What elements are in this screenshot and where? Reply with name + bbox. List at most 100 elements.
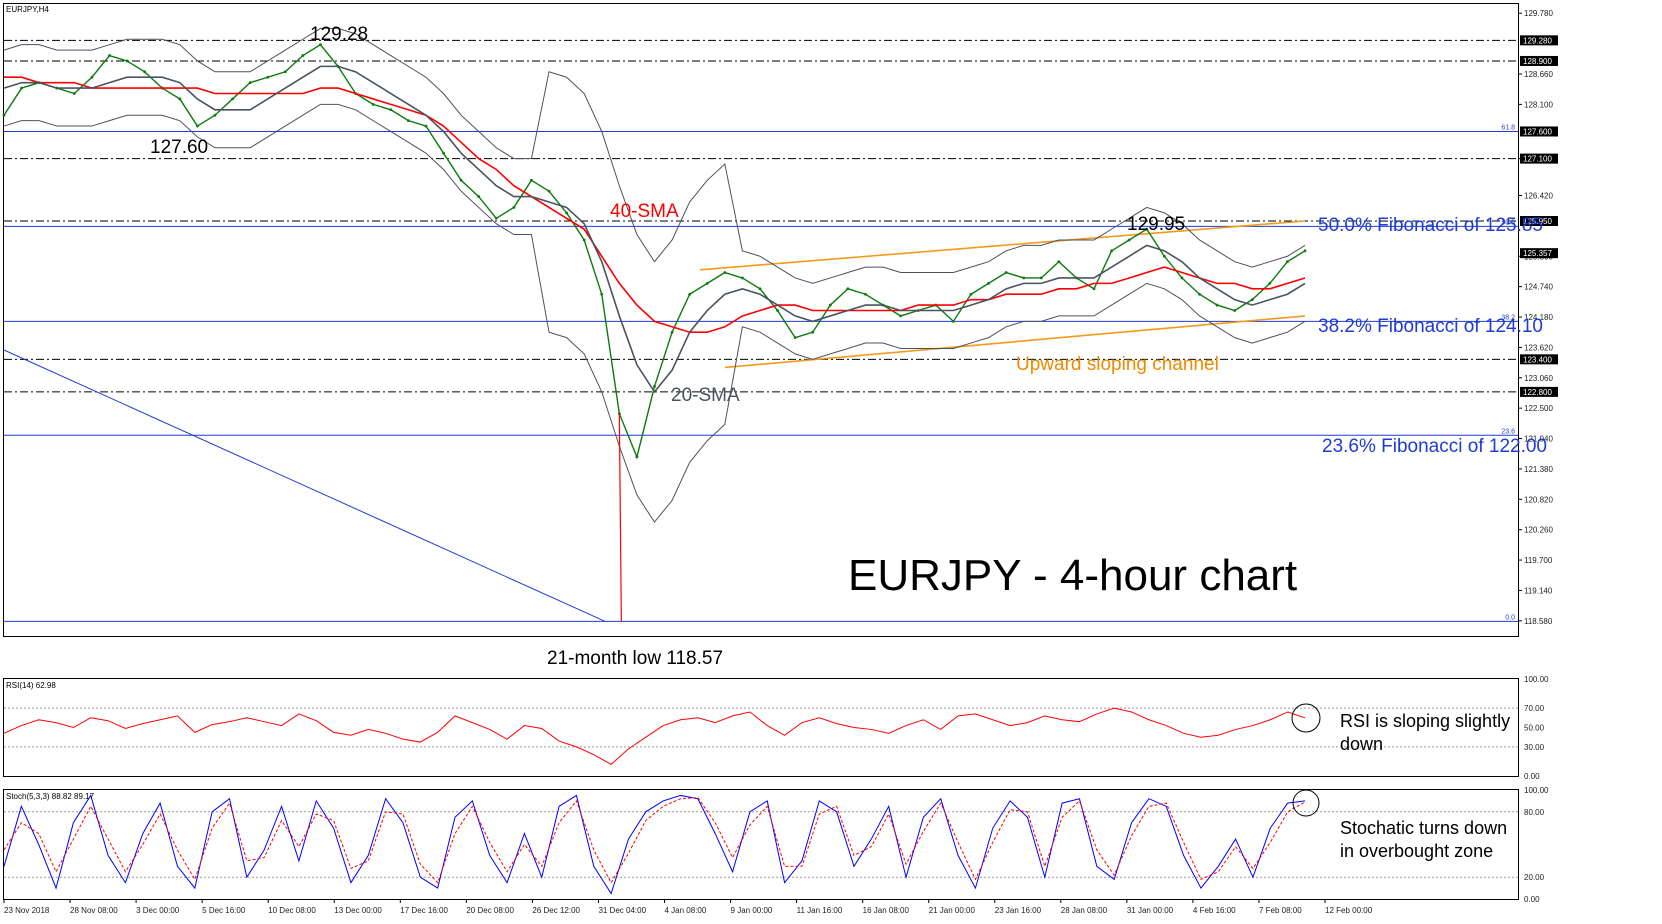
rsi-tick-label: 30.00 [1524,743,1545,752]
price-badge [1520,35,1558,46]
price-tick-label: 121.380 [1524,465,1553,474]
price-point [406,119,410,123]
price-point [178,97,182,101]
time-tick-label: 16 Jan 08:00 [863,906,910,915]
fib-tag: 61.8 [1501,124,1515,131]
rsi-tick-label: 70.00 [1524,704,1545,713]
price-badge [1520,215,1558,226]
annotation-high-129-28: 129.28 [310,24,368,45]
price-point [1162,254,1166,258]
fib-tag: 38.2 [1501,314,1515,321]
price-point [1110,249,1114,253]
price-tick-label: 120.260 [1524,526,1553,535]
price-point [670,330,674,334]
price-point [969,292,973,296]
time-tick-label: 7 Feb 08:00 [1259,906,1302,915]
price-point [213,113,217,117]
price-point [617,412,621,415]
price-badge [1520,126,1558,137]
price-point [635,455,639,459]
price-tick-label: 128.100 [1524,100,1553,109]
price-badge-label: 127.100 [1523,155,1552,164]
stoch-label: Stoch(5,3,3) 88.82 89.17 [6,792,95,801]
stoch-main-line [3,794,1306,895]
price-tick-label: 120.820 [1524,495,1553,504]
annotation-20-sma: 20-SMA [671,385,740,406]
rsi-pane [3,678,1519,777]
chart-title: EURJPY - 4-hour chart [848,551,1297,600]
bollinger-lower [3,103,1306,523]
price-badge-label: 129.280 [1523,36,1552,45]
price-point [108,54,111,57]
price-point [1092,287,1096,291]
price-point [951,319,955,323]
price-point [319,43,322,47]
time-tick-label: 28 Jan 08:00 [1061,906,1108,915]
price-point [600,292,604,296]
price-point [283,70,287,74]
time-tick-label: 4 Jan 08:00 [665,906,707,915]
time-tick-label: 5 Dec 16:00 [202,906,246,915]
time-tick-label: 17 Dec 16:00 [400,906,448,915]
price-point [582,238,586,242]
price-point [688,292,692,296]
fib-23-label: 23.6% Fibonacci of 122.00 [1322,436,1547,457]
price-point [20,86,23,90]
time-tick-label: 23 Nov 2018 [4,906,50,915]
rsi-tick-label: 100.00 [1524,675,1549,684]
stoch-signal-line [3,797,1306,884]
price-point [248,81,252,85]
stoch-pane [3,789,1519,900]
price-axis: 129.780 128.660 128.100 127.100 126.420 125.3… [1518,9,1558,626]
price-point [389,108,393,112]
series-line-eurjpy [3,43,1306,460]
price-badge-label: 125.357 [1523,249,1552,258]
annotation-21-month-low: 21-month low 118.57 [547,648,723,669]
stoch-tick-label: 80.00 [1524,808,1545,817]
rsi-highlight-circle [1291,703,1321,733]
price-tick-label: 124.740 [1524,283,1553,292]
price-tick-label: 123.060 [1524,374,1553,383]
series-line-20-sma [3,65,1306,394]
price-badge-label: 122.800 [1523,388,1552,397]
price-tick-label: 124.180 [1524,313,1553,322]
price-point [424,124,428,128]
price-point [231,97,234,101]
price-point [1004,271,1008,274]
price-badge [1520,153,1558,164]
channel-upper-line [699,220,1306,271]
price-point [723,271,727,274]
price-badge [1520,55,1558,66]
price-point [1057,260,1061,264]
price-point [846,287,850,291]
stoch-tick-label: 20.00 [1524,873,1545,882]
annotation-high-129-95: 129.95 [1127,214,1185,235]
price-point [266,75,270,79]
price-point [72,92,76,95]
stoch-tick-label: 100.00 [1524,786,1549,795]
price-point [301,54,305,57]
price-badge-label: 127.600 [1523,127,1552,136]
price-point [494,216,498,220]
annotation-low-127-60: 127.60 [150,137,208,158]
price-point [1250,298,1254,302]
rsi-annotation: RSI is sloping slightly down [1340,711,1511,754]
price-point [1145,227,1149,231]
price-point [143,70,147,74]
price-point [1022,276,1026,280]
price-point [512,206,516,209]
downtrend-line [3,349,606,622]
series-line-40-sma [4,76,1306,334]
fib-tag: 0.0 [1505,614,1515,621]
annotation-upward-channel: Upward sloping channel [1016,354,1219,375]
low-spike [618,413,622,622]
price-tick-label: 118.580 [1524,617,1553,626]
price-tick-label: 122.500 [1524,404,1553,413]
fibonacci-levels: 61.8 50.0 38.2 23.6 0.0 [4,124,1518,622]
price-point [90,75,94,79]
bollinger-upper [3,27,1306,284]
price-point [195,124,199,128]
time-tick-label: 20 Dec 08:00 [466,906,514,915]
price-badge-label: 125.950 [1523,217,1552,226]
time-tick-label: 9 Jan 00:00 [731,906,773,915]
